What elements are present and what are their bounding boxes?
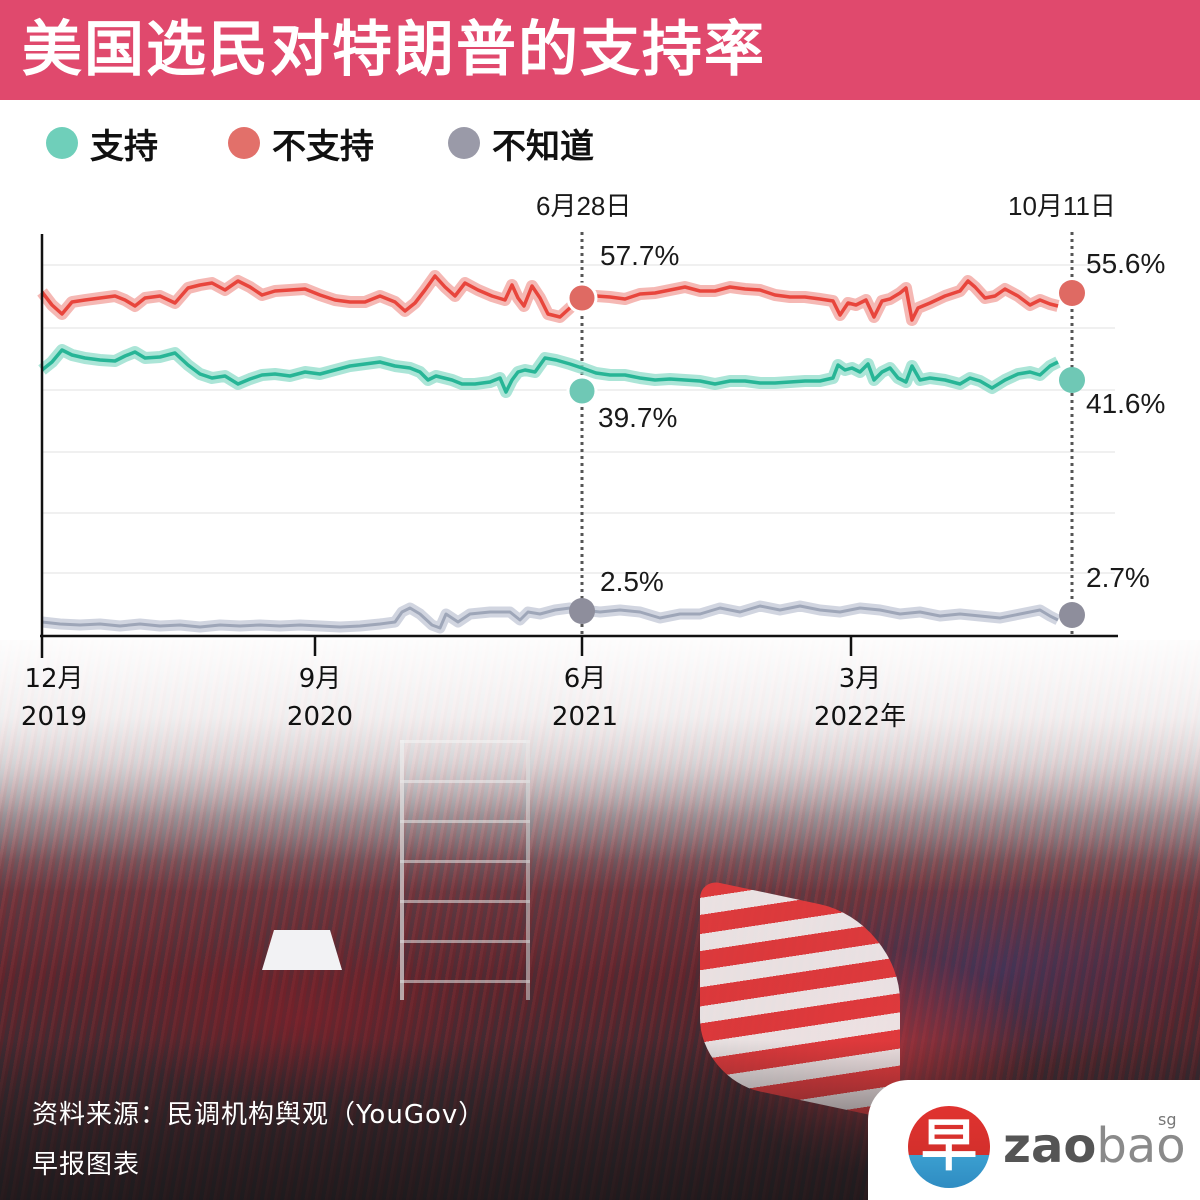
legend-item-approve: 支持 <box>46 120 158 167</box>
tick-month: 12月 <box>24 664 84 694</box>
logo-suffix: sg <box>1158 1110 1177 1129</box>
source-note: 资料来源：民调机构舆观（YouGov） <box>32 1100 486 1130</box>
tick-year: 2020 <box>286 702 354 732</box>
tick-month: 6月 <box>563 664 607 694</box>
approve-dot-icon <box>46 127 78 159</box>
value-unknown-jun28: 2.5% <box>600 566 664 597</box>
x-tick-mar-2022: 3月 2022年 <box>790 660 930 736</box>
value-approve-jun28: 39.7% <box>598 402 678 433</box>
legend-item-disapprove: 不支持 <box>228 120 374 167</box>
legend-label: 不支持 <box>272 126 374 167</box>
x-tick-sep-2020: 9月 2020 <box>250 660 390 736</box>
zaobao-logo-icon: 早 <box>908 1106 990 1188</box>
legend-item-unknown: 不知道 <box>448 120 594 167</box>
logo-glyph: 早 <box>921 1114 977 1179</box>
date-label-jun28: 6月28日 <box>536 191 632 221</box>
tick-month: 9月 <box>298 664 342 694</box>
disapprove-dot-icon <box>228 127 260 159</box>
value-disapprove-oct11: 55.6% <box>1086 248 1166 279</box>
x-tick-dec-2019: 12月 2019 <box>0 660 124 736</box>
marker-approve-oct11 <box>1059 367 1085 393</box>
chart-legend: 支持 不支持 不知道 <box>0 120 800 167</box>
date-marker-lines <box>580 232 1074 636</box>
axes <box>40 234 1118 658</box>
legend-label: 支持 <box>90 126 158 167</box>
date-label-oct11: 10月11日 <box>1008 191 1116 221</box>
x-tick-jun-2021: 6月 2021 <box>515 660 655 736</box>
value-disapprove-jun28: 57.7% <box>600 240 680 271</box>
marker-disapprove-oct11 <box>1059 280 1085 306</box>
unknown-dot-icon <box>448 127 480 159</box>
highlight-markers <box>566 280 1085 628</box>
marker-unknown-oct11 <box>1059 602 1085 628</box>
logo-word-light: bao <box>1096 1118 1186 1174</box>
tick-year: 2021 <box>551 702 619 732</box>
legend-label: 不知道 <box>492 126 594 167</box>
value-approve-oct11: 41.6% <box>1086 388 1166 419</box>
logo-wordmark: zaobao <box>1003 1118 1186 1174</box>
tick-month: 3月 <box>838 664 882 694</box>
line-chart: 6月28日 10月11日 57.7% 39.7% 2.5% 55.6% 41.6… <box>0 180 1200 740</box>
marker-disapprove-jun28 <box>566 282 598 314</box>
marker-approve-jun28 <box>566 375 598 407</box>
tick-year: 2022年 <box>813 702 907 732</box>
photo-fog-overlay <box>0 640 1200 860</box>
chart-title: 美国选民对特朗普的支持率 <box>22 15 766 85</box>
chart-credit: 早报图表 <box>32 1150 141 1180</box>
tick-year: 2019 <box>20 702 88 732</box>
marker-unknown-jun28 <box>569 598 595 624</box>
series-approve <box>38 344 1061 398</box>
value-unknown-oct11: 2.7% <box>1086 562 1150 593</box>
series-unknown <box>41 600 1061 634</box>
photo-tent <box>262 930 342 970</box>
chart-plot-area <box>37 232 1118 658</box>
logo-word-bold: zao <box>1003 1118 1097 1174</box>
zaobao-logo: 早 zaobao sg <box>868 1080 1200 1200</box>
series-disapprove <box>37 270 1060 326</box>
gridlines <box>42 264 1115 574</box>
title-bar: 美国选民对特朗普的支持率 <box>0 0 1200 100</box>
